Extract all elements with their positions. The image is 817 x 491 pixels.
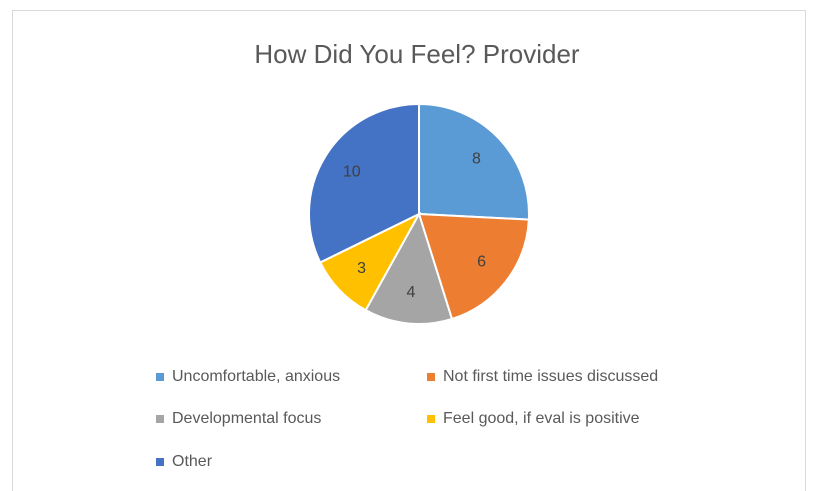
legend-swatch bbox=[156, 415, 164, 423]
legend-swatch bbox=[427, 373, 435, 381]
pie-slice bbox=[417, 212, 530, 321]
data-label: 3 bbox=[357, 260, 366, 277]
legend-label: Uncomfortable, anxious bbox=[172, 368, 340, 385]
chart-title: How Did You Feel? Provider bbox=[254, 39, 580, 69]
data-label: 6 bbox=[477, 254, 486, 271]
legend-label: Not first time issues discussed bbox=[443, 368, 658, 385]
pie-slice bbox=[418, 102, 530, 221]
legend-label: Feel good, if eval is positive bbox=[443, 410, 640, 427]
legend-swatch bbox=[427, 415, 435, 423]
legend-label: Developmental focus bbox=[172, 410, 321, 427]
data-label: 10 bbox=[343, 163, 361, 180]
legend-swatch bbox=[156, 458, 164, 466]
legend-label: Other bbox=[172, 453, 213, 470]
data-label: 8 bbox=[472, 151, 481, 168]
data-label: 4 bbox=[407, 284, 416, 301]
legend-swatch bbox=[156, 373, 164, 381]
pie-slice bbox=[308, 102, 420, 264]
pie-slice bbox=[364, 211, 454, 325]
